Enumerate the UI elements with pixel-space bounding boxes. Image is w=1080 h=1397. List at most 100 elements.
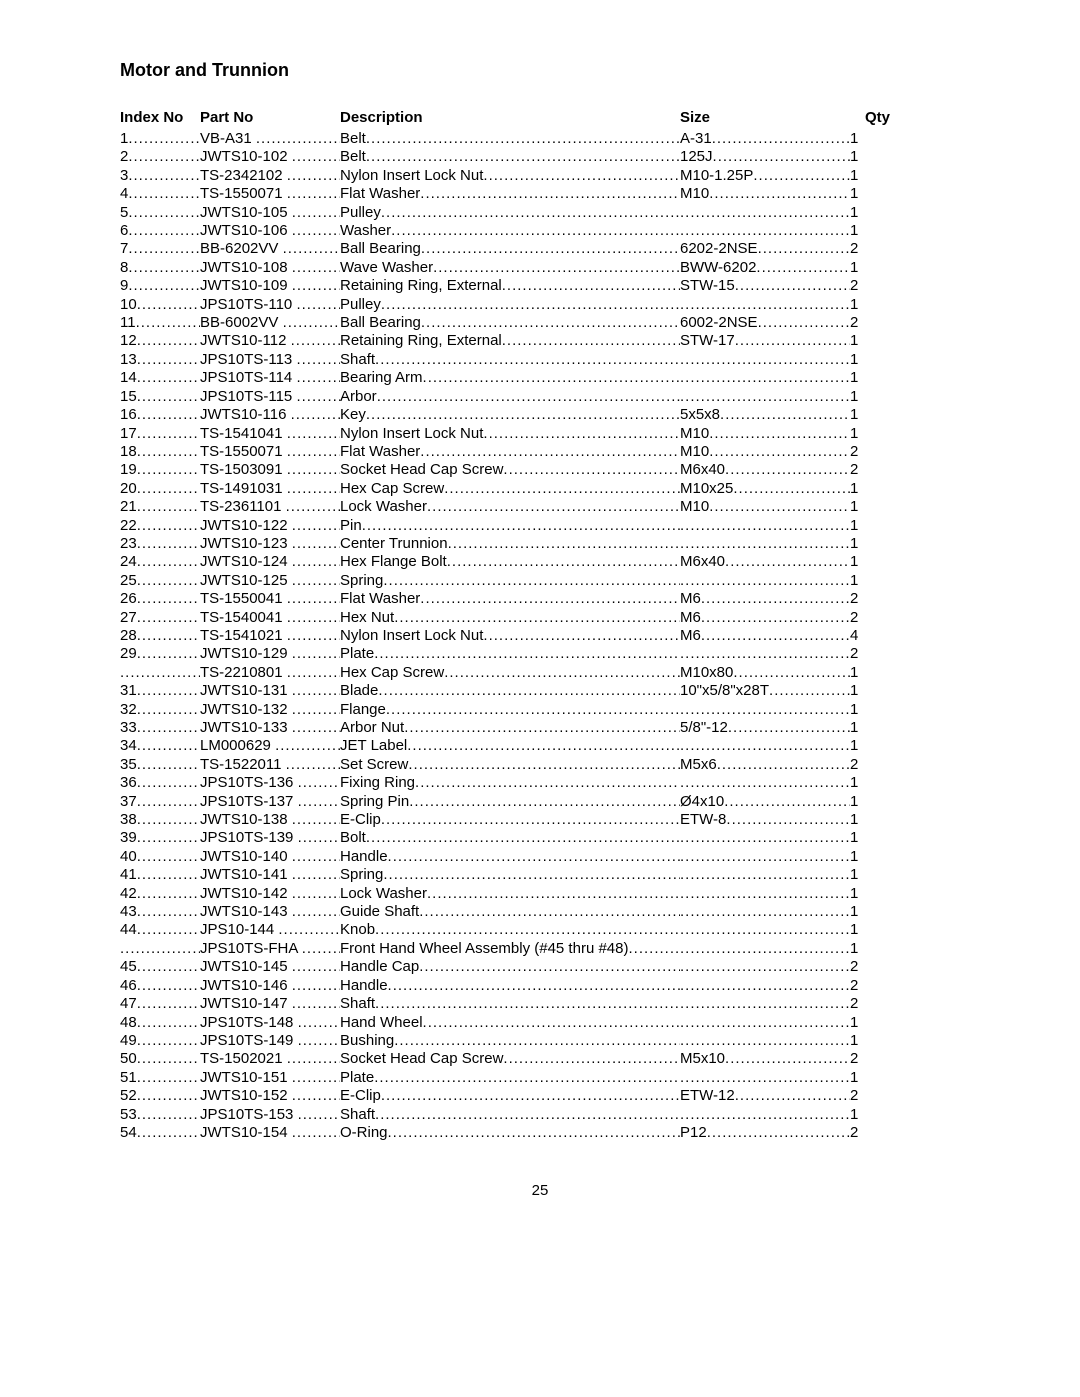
cell-size xyxy=(680,829,850,847)
cell-description: Shaft xyxy=(340,995,680,1013)
cell-part: JWTS10-138 xyxy=(200,811,340,829)
description-value: Blade xyxy=(340,682,378,699)
description-value: Arbor Nut xyxy=(340,719,404,736)
cell-part: JWTS10-108 xyxy=(200,259,340,277)
cell-qty: 2 xyxy=(850,461,858,479)
part-value: JWTS10-122 xyxy=(200,517,292,534)
description-value: Plate xyxy=(340,1069,374,1086)
index-value: 47 xyxy=(120,995,137,1012)
index-value: 27 xyxy=(120,609,137,626)
description-value: Washer xyxy=(340,222,391,239)
cell-size xyxy=(680,848,850,866)
cell-qty: 2 xyxy=(850,645,858,663)
part-value: TS-1540041 xyxy=(200,609,287,626)
cell-qty: 1 xyxy=(850,829,858,847)
cell-size: M10x80 xyxy=(680,664,850,682)
size-value: 10"x5/8"x28T xyxy=(680,682,769,699)
description-value: Fixing Ring xyxy=(340,774,415,791)
description-value: Retaining Ring, External xyxy=(340,332,502,349)
header-description: Description xyxy=(340,109,680,126)
cell-index: 24 xyxy=(120,553,200,571)
cell-qty: 1 xyxy=(850,793,858,811)
cell-index: 35 xyxy=(120,756,200,774)
cell-qty: 2 xyxy=(850,977,858,995)
table-row: 29 JWTS10-129 Plate2 xyxy=(120,645,960,663)
cell-qty: 1 xyxy=(850,130,858,148)
header-size: Size xyxy=(680,109,850,126)
table-row: 46 JWTS10-146 Handle2 xyxy=(120,977,960,995)
cell-qty: 1 xyxy=(850,1032,858,1050)
cell-part: JWTS10-129 xyxy=(200,645,340,663)
description-value: Plate xyxy=(340,645,374,662)
cell-part: JWTS10-123 xyxy=(200,535,340,553)
cell-qty: 1 xyxy=(850,572,858,590)
cell-qty: 1 xyxy=(850,774,858,792)
cell-index: 18 xyxy=(120,443,200,461)
cell-index: 12 xyxy=(120,332,200,350)
cell-size xyxy=(680,701,850,719)
cell-description: Handle xyxy=(340,977,680,995)
cell-description: Pulley xyxy=(340,204,680,222)
size-value: STW-15 xyxy=(680,277,735,294)
index-value: 9 xyxy=(120,277,128,294)
cell-part: JWTS10-131 xyxy=(200,682,340,700)
size-value: M10 xyxy=(680,425,709,442)
index-value: 40 xyxy=(120,848,137,865)
cell-index: 54 xyxy=(120,1124,200,1142)
part-value: JWTS10-131 xyxy=(200,682,292,699)
part-value: JPS10TS-136 xyxy=(200,774,298,791)
index-value: 19 xyxy=(120,461,137,478)
part-value: JPS10TS-114 xyxy=(200,369,296,386)
cell-description: Bearing Arm xyxy=(340,369,680,387)
table-row: 14 JPS10TS-114 Bearing Arm1 xyxy=(120,369,960,387)
description-value: Flat Washer xyxy=(340,185,420,202)
cell-qty: 2 xyxy=(850,609,858,627)
cell-qty: 2 xyxy=(850,1087,858,1105)
size-value: M6 xyxy=(680,590,701,607)
cell-index: 16 xyxy=(120,406,200,424)
index-value: 18 xyxy=(120,443,137,460)
cell-part: TS-1502021 xyxy=(200,1050,340,1068)
index-value: 52 xyxy=(120,1087,137,1104)
cell-size: STW-17 xyxy=(680,332,850,350)
cell-qty: 2 xyxy=(850,240,858,258)
cell-index xyxy=(120,664,200,682)
description-value: Ball Bearing xyxy=(340,240,421,257)
part-value: JWTS10-141 xyxy=(200,866,292,883)
table-row: 10 JPS10TS-110 Pulley1 xyxy=(120,296,960,314)
part-value: JPS10TS-115 xyxy=(200,388,296,405)
size-value: M10 xyxy=(680,185,709,202)
cell-part: VB-A31 xyxy=(200,130,340,148)
cell-part: TS-1540041 xyxy=(200,609,340,627)
part-value: JWTS10-152 xyxy=(200,1087,292,1104)
cell-size: P12 xyxy=(680,1124,850,1142)
size-value: M6 xyxy=(680,627,701,644)
cell-qty: 1 xyxy=(850,388,858,406)
cell-index: 2 xyxy=(120,148,200,166)
cell-size xyxy=(680,903,850,921)
part-value: TS-2361101 xyxy=(200,498,286,515)
cell-part: JWTS10-143 xyxy=(200,903,340,921)
cell-size xyxy=(680,369,850,387)
description-value: Spring Pin xyxy=(340,793,409,810)
cell-size xyxy=(680,1032,850,1050)
index-value: 21 xyxy=(120,498,137,515)
cell-description: Hex Nut xyxy=(340,609,680,627)
description-value: JET Label xyxy=(340,737,407,754)
cell-size: M10 xyxy=(680,498,850,516)
description-value: Handle Cap xyxy=(340,958,419,975)
size-value: ETW-8 xyxy=(680,811,726,828)
cell-index: 50 xyxy=(120,1050,200,1068)
cell-qty: 1 xyxy=(850,296,858,314)
cell-description: Hex Cap Screw xyxy=(340,480,680,498)
size-value: A-31 xyxy=(680,130,712,147)
cell-size xyxy=(680,296,850,314)
cell-part: JPS10TS-113 xyxy=(200,351,340,369)
part-value: JWTS10-140 xyxy=(200,848,292,865)
table-row: 43 JWTS10-143 Guide Shaft1 xyxy=(120,903,960,921)
table-row: JPS10TS-FHA Front Hand Wheel Assembly (#… xyxy=(120,940,960,958)
index-value: 35 xyxy=(120,756,137,773)
cell-size: M6 xyxy=(680,627,850,645)
cell-part: JWTS10-109 xyxy=(200,277,340,295)
table-row: 20 TS-1491031 Hex Cap ScrewM10x251 xyxy=(120,480,960,498)
